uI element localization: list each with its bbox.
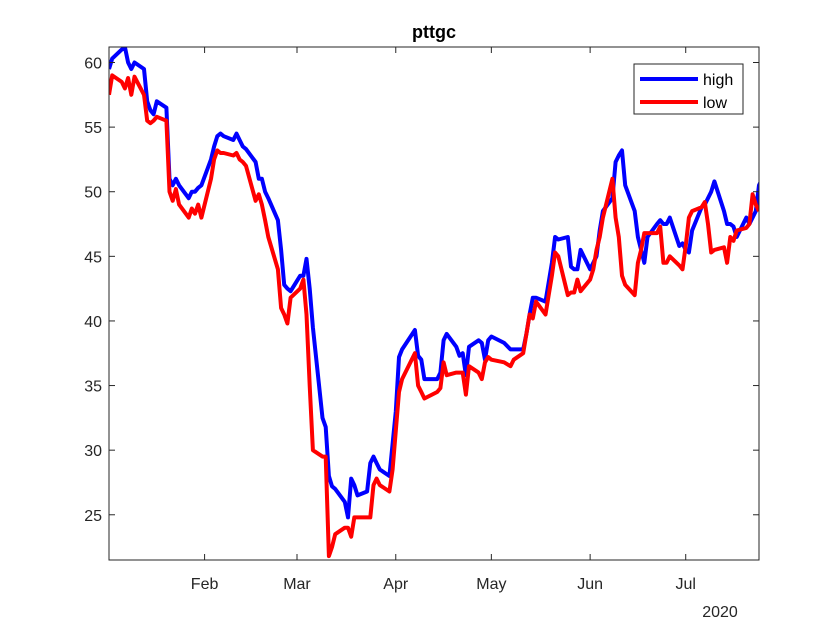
y-axis: 25 30 35 40 45 50 55 60 <box>84 56 759 525</box>
legend: high low <box>633 63 744 115</box>
x-axis: Feb Mar Apr May Jun Jul <box>191 47 696 593</box>
series-line-high <box>109 47 759 520</box>
y-tick-label: 40 <box>84 314 102 331</box>
y-tick-label: 55 <box>84 120 102 137</box>
x-axis-year-label: 2020 <box>702 604 738 621</box>
x-tick-label: Apr <box>383 576 409 593</box>
x-tick-label: Jul <box>675 576 695 593</box>
axes-box <box>108 46 760 561</box>
y-tick-label: 30 <box>84 443 102 460</box>
y-tick-label: 25 <box>84 508 102 525</box>
series-layer <box>109 47 759 559</box>
x-tick-label: Feb <box>191 576 219 593</box>
legend-label-low: low <box>703 95 727 112</box>
x-tick-label: May <box>476 576 506 593</box>
y-tick-label: 60 <box>84 56 102 73</box>
y-tick-label: 50 <box>84 185 102 202</box>
x-tick-label: Mar <box>283 576 311 593</box>
axes: 25 30 35 40 45 50 55 60 Feb Mar Apr May Jun Jul <box>84 46 760 593</box>
y-tick-label: 35 <box>84 379 102 396</box>
legend-box <box>633 63 744 115</box>
x-tick-label: Jun <box>577 576 603 593</box>
y-tick-label: 45 <box>84 249 102 266</box>
plot-area <box>109 47 759 560</box>
series-line-low <box>109 73 759 559</box>
legend-label-high: high <box>703 72 733 89</box>
chart-title: pttgc <box>412 22 456 42</box>
